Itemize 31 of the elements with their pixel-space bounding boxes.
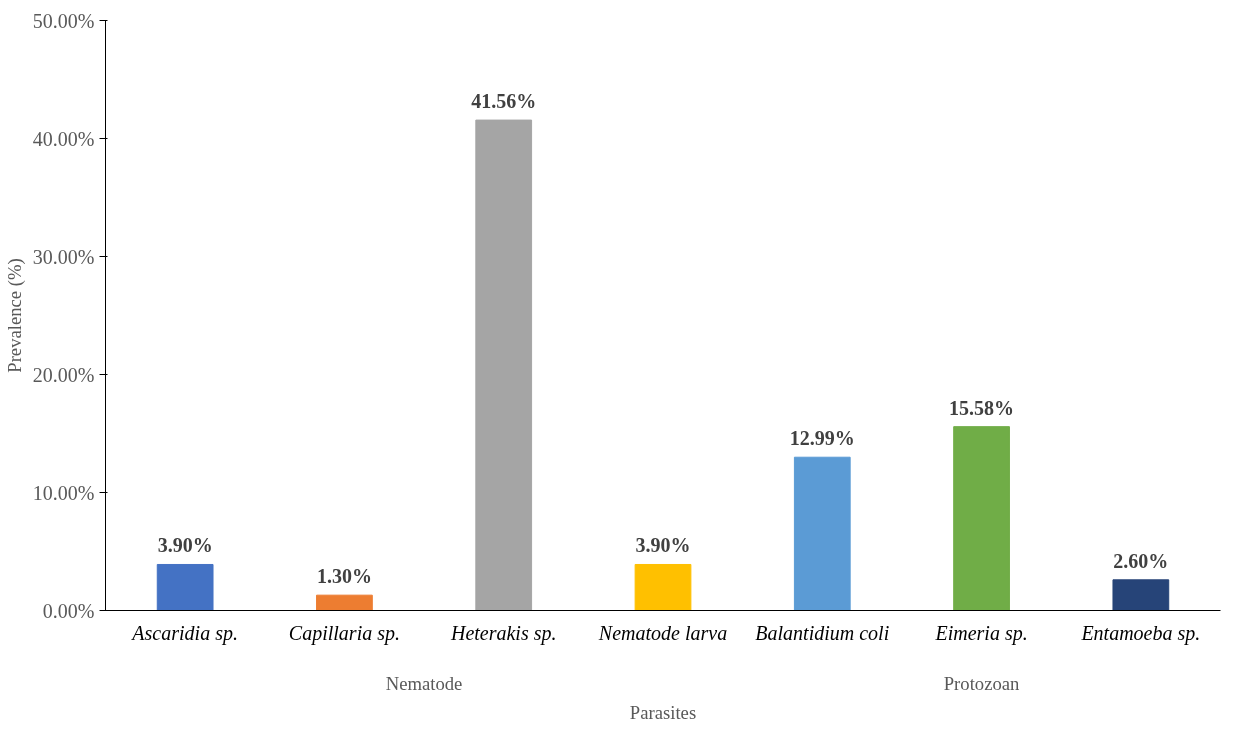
x-tick-label: Nematode larva	[597, 621, 728, 644]
x-tick-label: Balantidium coli	[755, 621, 890, 644]
y-tick-label: 10.00%	[32, 481, 95, 504]
bar	[634, 563, 692, 611]
y-tick-label: 20.00%	[32, 363, 95, 386]
text: Protozoan	[943, 672, 1021, 694]
bar	[953, 426, 1010, 611]
y-tick-label: 0.00%	[42, 599, 95, 622]
data-label: 15.58%	[949, 396, 1015, 419]
y-tick-label: 40.00%	[32, 127, 95, 150]
bar	[475, 119, 533, 611]
data-label: 1.30%	[316, 565, 372, 588]
x-tick-label: Capillaria sp.	[288, 621, 400, 645]
data-label: 3.90%	[157, 534, 213, 557]
bar	[793, 456, 851, 611]
x-tick-label: Eimeria sp.	[934, 621, 1028, 645]
text: Nematode	[385, 672, 463, 694]
data-label: 3.90%	[635, 534, 691, 557]
bar	[316, 594, 373, 611]
data-label: 41.56%	[471, 90, 537, 113]
bar	[156, 563, 214, 611]
bar	[1112, 579, 1170, 611]
x-tick-label: Heterakis sp.	[449, 621, 557, 645]
data-label: 12.99%	[789, 427, 855, 450]
x-tick-label: Entamoeba sp.	[1080, 621, 1201, 645]
y-tick-label: 30.00%	[32, 245, 95, 268]
y-tick-label: 50.00%	[32, 9, 95, 32]
data-label: 2.60%	[1113, 549, 1169, 572]
y-axis-title: Prevalence (%)	[3, 258, 26, 373]
x-axis-title: Parasites	[629, 701, 697, 723]
x-tick-label: Ascaridia sp.	[130, 621, 238, 645]
